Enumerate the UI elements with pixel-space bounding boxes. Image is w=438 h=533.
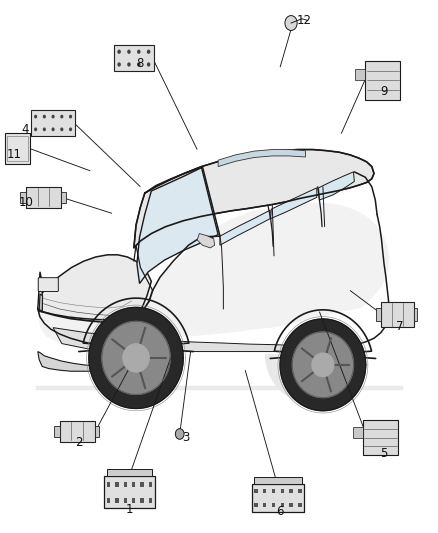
Polygon shape	[38, 203, 389, 346]
Bar	[252, 484, 304, 512]
Bar	[254, 477, 301, 484]
FancyBboxPatch shape	[38, 278, 58, 292]
Bar	[95, 426, 99, 437]
Text: 1: 1	[126, 504, 133, 516]
Circle shape	[69, 115, 72, 118]
Bar	[141, 498, 144, 503]
Text: 11: 11	[6, 148, 21, 161]
Polygon shape	[38, 255, 151, 320]
Bar	[107, 482, 110, 487]
Bar	[149, 498, 152, 503]
Circle shape	[34, 127, 37, 131]
Bar	[263, 503, 266, 507]
Bar	[54, 426, 60, 437]
Bar	[363, 421, 398, 455]
Bar	[290, 503, 293, 507]
Bar	[107, 498, 110, 503]
Bar	[141, 482, 144, 487]
Bar	[149, 482, 152, 487]
Circle shape	[69, 127, 72, 131]
Text: 2: 2	[75, 437, 83, 449]
Circle shape	[137, 50, 141, 54]
Circle shape	[285, 15, 297, 30]
Text: 8: 8	[137, 57, 144, 70]
Polygon shape	[38, 272, 42, 312]
Bar	[281, 489, 284, 493]
Text: 6: 6	[276, 505, 284, 518]
Polygon shape	[38, 352, 106, 371]
Bar	[353, 427, 363, 438]
Bar	[61, 192, 66, 203]
Polygon shape	[53, 328, 289, 352]
Text: 3: 3	[182, 431, 189, 444]
Bar	[272, 503, 276, 507]
Bar	[263, 489, 266, 493]
Bar	[132, 498, 135, 503]
Circle shape	[34, 115, 37, 118]
Bar	[365, 61, 400, 100]
Bar	[376, 308, 381, 321]
Circle shape	[137, 62, 141, 67]
Bar	[381, 302, 413, 327]
Circle shape	[117, 50, 121, 54]
Polygon shape	[197, 233, 215, 248]
Bar	[31, 110, 75, 136]
Polygon shape	[89, 308, 183, 408]
Text: 9: 9	[380, 85, 388, 98]
Bar	[355, 69, 365, 80]
Bar	[281, 503, 284, 507]
Polygon shape	[102, 321, 170, 394]
Circle shape	[127, 62, 131, 67]
Circle shape	[43, 115, 46, 118]
Bar	[104, 477, 155, 508]
Polygon shape	[134, 150, 374, 248]
Circle shape	[117, 62, 121, 67]
Bar	[132, 482, 135, 487]
Bar	[124, 498, 127, 503]
Bar	[5, 133, 30, 164]
Bar	[60, 421, 95, 442]
Polygon shape	[218, 150, 305, 166]
Bar	[272, 489, 276, 493]
Bar	[107, 469, 152, 477]
Bar	[124, 482, 127, 487]
Polygon shape	[39, 294, 42, 312]
Bar	[413, 308, 417, 321]
Circle shape	[43, 127, 46, 131]
Text: 10: 10	[18, 196, 33, 209]
Bar	[114, 45, 153, 71]
Bar	[298, 503, 302, 507]
Polygon shape	[312, 353, 334, 376]
Text: 4: 4	[21, 123, 28, 136]
Circle shape	[147, 62, 150, 67]
Bar	[254, 503, 258, 507]
Bar	[290, 489, 293, 493]
Bar	[254, 489, 258, 493]
Text: 12: 12	[297, 14, 312, 27]
Polygon shape	[220, 210, 270, 245]
Polygon shape	[271, 188, 317, 219]
Circle shape	[60, 115, 64, 118]
Bar	[115, 482, 119, 487]
Polygon shape	[137, 167, 218, 284]
Circle shape	[60, 127, 64, 131]
Polygon shape	[280, 319, 366, 411]
Circle shape	[127, 50, 131, 54]
Bar	[20, 192, 25, 203]
Text: 7: 7	[396, 320, 404, 333]
Circle shape	[52, 127, 55, 131]
Bar	[115, 498, 119, 503]
Bar	[7, 136, 28, 161]
Polygon shape	[318, 172, 354, 200]
Text: 5: 5	[380, 447, 388, 460]
Bar	[25, 187, 61, 208]
Circle shape	[52, 115, 55, 118]
Polygon shape	[265, 354, 365, 405]
Polygon shape	[123, 344, 149, 372]
Circle shape	[175, 429, 184, 439]
Bar	[298, 489, 302, 493]
Polygon shape	[292, 332, 353, 398]
Circle shape	[147, 50, 150, 54]
